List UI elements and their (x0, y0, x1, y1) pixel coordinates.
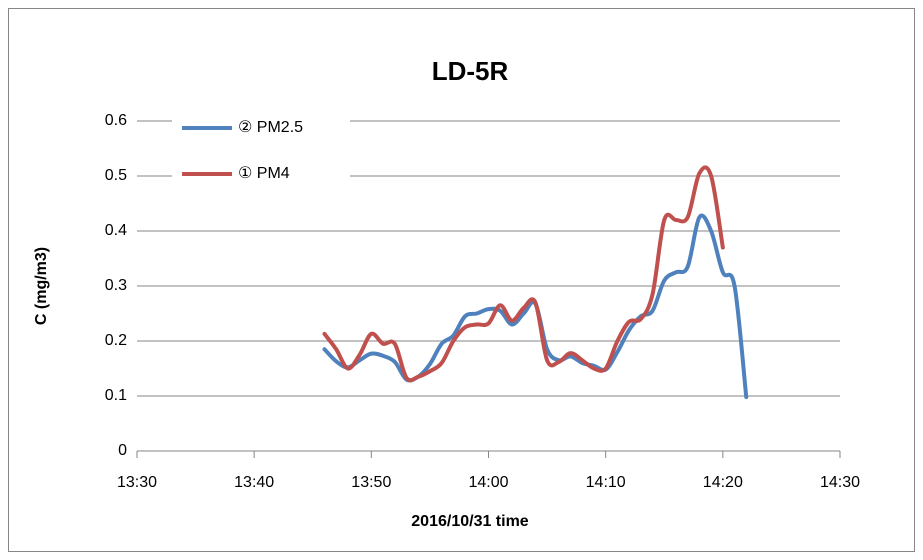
y-tick-label: 0.2 (105, 332, 127, 349)
legend-label: ① PM4 (238, 165, 290, 182)
data-line (322, 165, 725, 383)
legend-box (172, 112, 350, 190)
x-tick-label: 14:30 (820, 474, 860, 491)
y-tick-label: 0 (118, 442, 127, 459)
legend: ② PM2.5 ① PM4 (172, 112, 350, 190)
chart-border (8, 8, 915, 552)
x-axis-label: 2016/10/31 time (411, 513, 529, 530)
y-tick-label: 0.3 (105, 277, 127, 294)
y-tick-label: 0.5 (105, 167, 127, 184)
x-tick-label: 13:50 (351, 474, 391, 491)
x-tick-label: 14:20 (703, 474, 743, 491)
y-axis-label: C (mg/m3) (33, 247, 50, 325)
x-tick-label: 13:40 (234, 474, 274, 491)
x-tick-label: 13:30 (117, 474, 157, 491)
x-tick-label: 14:10 (586, 474, 626, 491)
chart-title: LD-5R (432, 56, 509, 86)
x-tick-label: 14:00 (468, 474, 508, 491)
y-tick-label: 0.4 (105, 222, 127, 239)
legend-label: ② PM2.5 (238, 119, 303, 136)
y-tick-label: 0.1 (105, 387, 127, 404)
y-tick-label: 0.6 (105, 112, 127, 129)
